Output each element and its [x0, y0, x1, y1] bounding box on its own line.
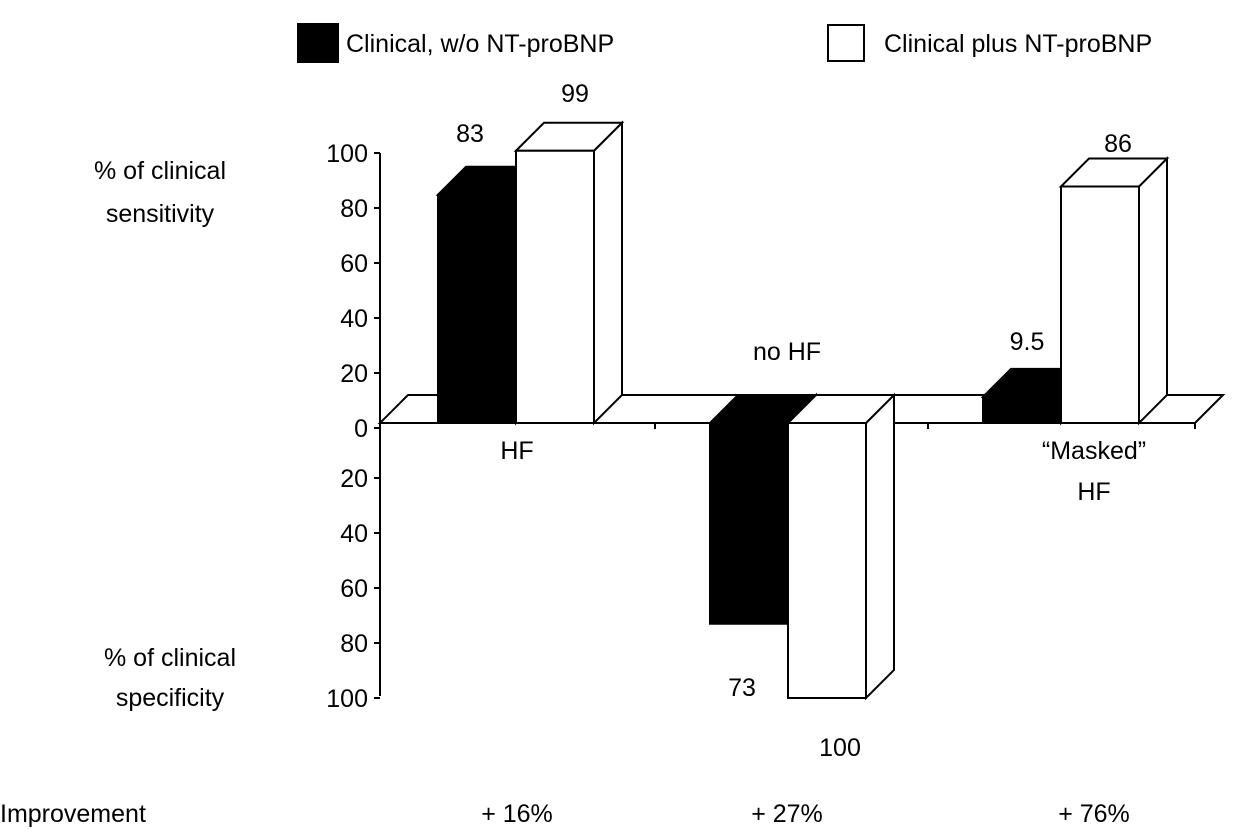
data-label-series-1-group-2: 73	[728, 674, 756, 702]
y-axis-label-specificity-line-2: specificity	[116, 684, 225, 712]
y-tick-label: 20	[340, 360, 368, 388]
bar-series-1-group-2	[709, 422, 789, 625]
bar-series-2-group-2-side	[865, 392, 895, 701]
y-tick-label: 40	[340, 520, 368, 548]
legend-label-series-2: Clinical plus NT-proBNP	[884, 30, 1152, 58]
data-label-series-2-group-2: 100	[819, 734, 861, 762]
y-tick-label: 100	[326, 140, 368, 168]
y-tick-label: 60	[340, 575, 368, 603]
data-label-series-2-group-1: 99	[561, 80, 589, 108]
bar-series-2-group-3	[1060, 185, 1140, 424]
y-axis-label-specificity-line-1: % of clinical	[104, 644, 236, 672]
bar-series-2-group-2	[787, 422, 867, 699]
bar-series-1-group-1	[437, 193, 517, 424]
y-tick-label: 40	[340, 305, 368, 333]
improvement-value-2: + 27%	[751, 800, 823, 828]
y-tick-label: 60	[340, 250, 368, 278]
category-label-3-line-2: HF	[1077, 478, 1110, 506]
plot-area: 100 80 60 40 20 0 20 40 60 80 100 % of clinical sens…	[0, 80, 1226, 828]
y-axis-label-sensitivity-line-2: sensitivity	[106, 200, 215, 228]
legend: Clinical, w/o NT-proBNP Clinical plus NT…	[297, 23, 1152, 63]
legend-swatch-series-1	[297, 23, 339, 63]
data-label-series-2-group-3: 86	[1104, 130, 1132, 158]
category-label-1-line-1: HF	[500, 437, 533, 465]
bar-series-2-group-3-side	[1138, 156, 1168, 426]
legend-label-series-1: Clinical, w/o NT-proBNP	[346, 30, 614, 58]
data-label-series-1-group-3: 9.5	[1010, 328, 1045, 356]
y-axis-label-sensitivity-line-1: % of clinical	[94, 157, 226, 185]
y-tick-label: 100	[326, 685, 368, 713]
y-tick-label: 80	[340, 630, 368, 658]
improvement-value-3: + 76%	[1058, 800, 1130, 828]
y-tick-label: 20	[340, 465, 368, 493]
y-tick-label: 80	[340, 195, 368, 223]
data-label-series-1-group-1: 83	[456, 120, 484, 148]
category-label-2-line-1: no HF	[753, 338, 821, 366]
improvement-label: Improvement	[0, 800, 146, 828]
bar-series-1-group-3	[982, 395, 1062, 424]
bar-series-2-group-1	[515, 149, 595, 424]
bar-series-2-group-1-side	[593, 120, 623, 426]
category-label-3-line-1: “Masked”	[1042, 437, 1146, 465]
y-tick-label: 0	[354, 415, 368, 443]
legend-swatch-series-2	[827, 24, 865, 62]
improvement-value-1: + 16%	[481, 800, 553, 828]
